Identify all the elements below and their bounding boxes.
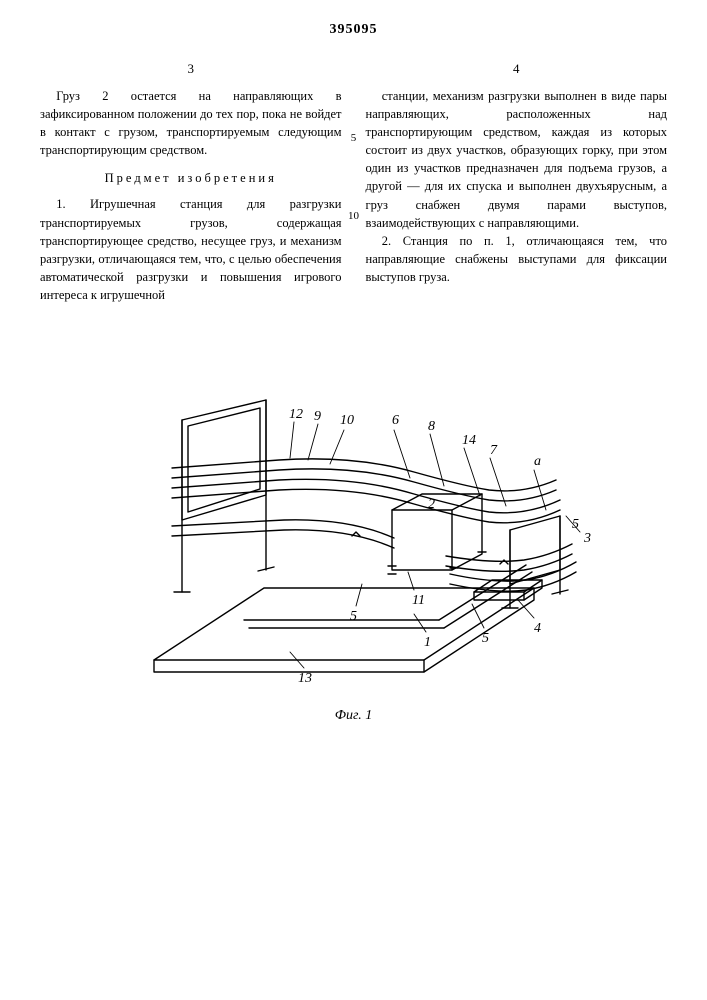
- claims-heading: Предмет изобретения: [40, 169, 342, 187]
- label-4: 4: [534, 621, 541, 636]
- label-13: 13: [298, 671, 312, 686]
- text-columns: 3 Груз 2 остается на направляющих в зафи…: [40, 60, 667, 304]
- right-p1: станции, механизм разгрузки выполнен в в…: [366, 87, 668, 232]
- label-12: 12: [289, 407, 303, 422]
- col-num-right: 4: [366, 60, 668, 79]
- label-5b: 5: [482, 631, 489, 646]
- label-6: 6: [392, 413, 399, 428]
- label-14: 14: [462, 433, 476, 448]
- figure-svg: 12 9 10 6 8 14 7 a 5 3 13 1 11 2 4 5 5: [94, 360, 614, 700]
- label-1: 1: [424, 635, 431, 650]
- label-9: 9: [314, 409, 321, 424]
- figure-caption: Фиг. 1: [0, 708, 707, 724]
- label-5c: 5: [350, 609, 357, 624]
- column-right: 4 станции, механизм разгрузки выполнен в…: [366, 60, 668, 304]
- label-11: 11: [412, 593, 425, 608]
- col-num-left: 3: [40, 60, 342, 79]
- label-10: 10: [340, 413, 354, 428]
- label-2: 2: [428, 497, 435, 512]
- line-mark-10: 10: [348, 210, 359, 222]
- line-mark-5: 5: [351, 132, 357, 144]
- figure-1: 12 9 10 6 8 14 7 a 5 3 13 1 11 2 4 5 5 Ф…: [0, 360, 707, 724]
- label-5: 5: [572, 517, 579, 532]
- left-p2: 1. Игрушечная станция для разгрузки тран…: [40, 195, 342, 304]
- right-p2: 2. Станция по п. 1, отличающаяся тем, чт…: [366, 232, 668, 286]
- label-8: 8: [428, 419, 435, 434]
- label-a: a: [534, 454, 541, 469]
- patent-number: 395095: [0, 22, 707, 38]
- column-left: 3 Груз 2 остается на направляющих в зафи…: [40, 60, 342, 304]
- left-p1: Груз 2 остается на направляющих в зафикс…: [40, 87, 342, 160]
- label-3: 3: [583, 531, 591, 546]
- label-7: 7: [490, 443, 498, 458]
